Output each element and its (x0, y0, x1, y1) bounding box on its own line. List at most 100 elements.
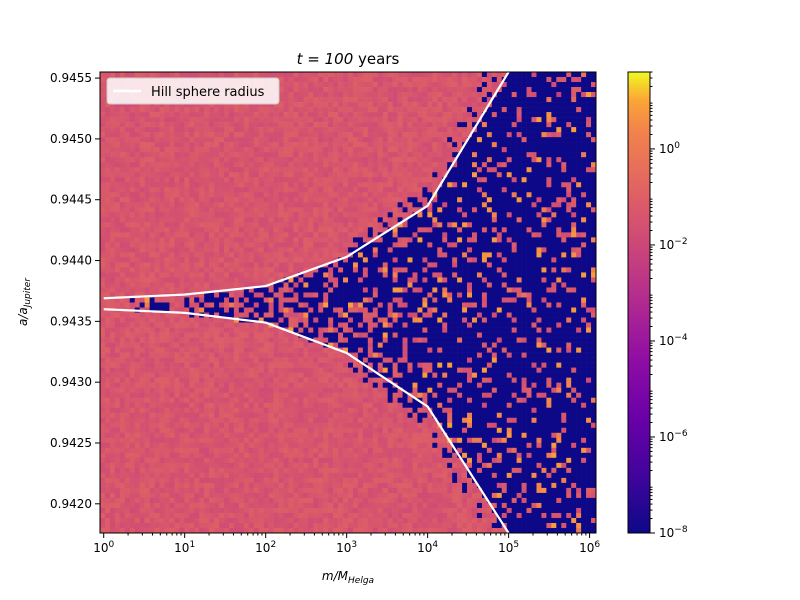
heatmap-cell (154, 247, 160, 253)
heatmap-cell (224, 157, 230, 163)
heatmap-cell (139, 477, 145, 484)
heatmap-cell (283, 427, 289, 434)
heatmap-cell (199, 527, 205, 534)
heatmap-cell (273, 207, 279, 213)
heatmap-cell (214, 397, 220, 404)
heatmap-cell (328, 337, 334, 343)
heatmap-cell (219, 207, 225, 213)
heatmap-cell (273, 127, 279, 133)
heatmap-cell (263, 272, 269, 278)
heatmap-cell (313, 167, 319, 173)
heatmap-cell (109, 197, 116, 203)
heatmap-cell (114, 222, 121, 228)
heatmap-cell (164, 182, 170, 188)
heatmap-cell (174, 222, 180, 228)
heatmap-cell (238, 407, 245, 414)
heatmap-cell (109, 397, 116, 404)
heatmap-cell (238, 447, 245, 454)
heatmap-cell (338, 202, 344, 208)
heatmap-cell (263, 137, 269, 143)
heatmap-cell (194, 372, 200, 378)
heatmap-cell (348, 517, 354, 524)
heatmap-cell (219, 237, 225, 243)
heatmap-cell (323, 407, 329, 414)
heatmap-cell (293, 182, 299, 188)
heatmap-cell (258, 132, 264, 138)
heatmap-cell (124, 112, 131, 118)
heatmap-cell (214, 517, 220, 524)
heatmap-cell (338, 262, 344, 268)
heatmap-cell (303, 372, 309, 378)
heatmap-cell (278, 192, 284, 198)
heatmap-cell (204, 382, 210, 388)
heatmap-cell (154, 227, 160, 233)
heatmap-cell (179, 137, 185, 143)
heatmap-cell (253, 382, 260, 388)
heatmap-cell (184, 372, 190, 378)
heatmap-cell (298, 437, 304, 444)
heatmap-cell (204, 517, 210, 524)
heatmap-cell (204, 152, 210, 158)
heatmap-cell (114, 102, 121, 108)
heatmap-cell (109, 322, 116, 328)
heatmap-cell (159, 437, 165, 444)
heatmap-cell (179, 132, 185, 138)
heatmap-cell (209, 122, 215, 128)
heatmap-cell (214, 247, 220, 253)
heatmap-cell (338, 342, 344, 348)
heatmap-cell (348, 332, 354, 338)
heatmap-cell (199, 512, 205, 519)
heatmap-cell (159, 477, 165, 484)
heatmap-cell (224, 427, 230, 434)
heatmap-cell (248, 322, 255, 328)
heatmap-cell (199, 387, 205, 393)
heatmap-cell (233, 277, 240, 283)
heatmap-cell (174, 422, 180, 429)
heatmap-cell (224, 337, 230, 343)
heatmap-cell (164, 232, 170, 238)
heatmap-cell (362, 342, 369, 348)
heatmap-cell (352, 407, 359, 414)
heatmap-cell (100, 207, 106, 213)
heatmap-cell (308, 487, 314, 494)
heatmap-cell (114, 142, 121, 148)
heatmap-cell (109, 502, 116, 509)
heatmap-cell (184, 512, 190, 519)
heatmap-cell (199, 502, 205, 509)
heatmap-cell (189, 177, 195, 183)
heatmap-cell (233, 397, 240, 404)
heatmap-cell (313, 97, 319, 103)
heatmap-cell (308, 372, 314, 378)
heatmap-cell (233, 202, 240, 208)
heatmap-cell (144, 72, 150, 78)
heatmap-cell (258, 422, 264, 429)
heatmap-cell (159, 277, 165, 283)
heatmap-cell (357, 452, 364, 459)
heatmap-cell (333, 277, 339, 283)
heatmap-cell (204, 347, 210, 353)
heatmap-cell (293, 457, 299, 464)
heatmap-cell (119, 107, 126, 113)
heatmap-cell (174, 282, 180, 288)
heatmap-cell (154, 217, 160, 223)
heatmap-cell (139, 392, 145, 399)
heatmap-cell (243, 342, 250, 348)
heatmap-cell (184, 72, 190, 78)
heatmap-cell (204, 437, 210, 444)
heatmap-cell (174, 482, 180, 489)
heatmap-cell (343, 467, 349, 474)
heatmap-cell (154, 507, 160, 514)
heatmap-cell (288, 357, 294, 363)
heatmap-cell (352, 262, 359, 268)
heatmap-cell (179, 312, 185, 318)
heatmap-cell (348, 157, 354, 163)
heatmap-cell (348, 107, 354, 113)
heatmap-cell (164, 307, 170, 313)
heatmap-cell (100, 157, 106, 163)
heatmap-cell (357, 477, 364, 484)
heatmap-cell (313, 517, 319, 524)
heatmap-cell (238, 242, 245, 248)
heatmap-cell (278, 337, 284, 343)
heatmap-cell (209, 242, 215, 248)
heatmap-cell (164, 347, 170, 353)
